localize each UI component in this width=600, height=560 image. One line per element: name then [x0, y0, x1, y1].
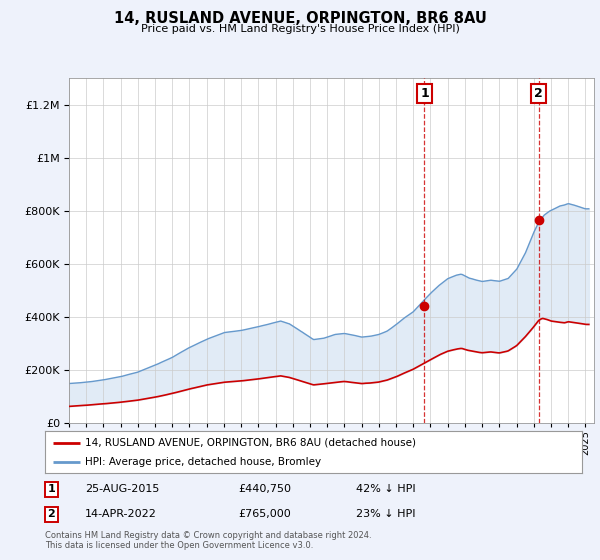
- Text: HPI: Average price, detached house, Bromley: HPI: Average price, detached house, Brom…: [85, 457, 322, 467]
- Text: £440,750: £440,750: [238, 484, 292, 494]
- Text: 42% ↓ HPI: 42% ↓ HPI: [356, 484, 416, 494]
- Text: 14, RUSLAND AVENUE, ORPINGTON, BR6 8AU: 14, RUSLAND AVENUE, ORPINGTON, BR6 8AU: [113, 11, 487, 26]
- Text: £765,000: £765,000: [238, 510, 291, 520]
- Text: 2: 2: [534, 87, 543, 100]
- Text: 1: 1: [420, 87, 429, 100]
- Text: Contains HM Land Registry data © Crown copyright and database right 2024.
This d: Contains HM Land Registry data © Crown c…: [45, 531, 371, 550]
- Text: 2: 2: [47, 510, 55, 520]
- Text: 14-APR-2022: 14-APR-2022: [85, 510, 157, 520]
- Text: 14, RUSLAND AVENUE, ORPINGTON, BR6 8AU (detached house): 14, RUSLAND AVENUE, ORPINGTON, BR6 8AU (…: [85, 437, 416, 447]
- Text: 23% ↓ HPI: 23% ↓ HPI: [356, 510, 416, 520]
- Text: 25-AUG-2015: 25-AUG-2015: [85, 484, 160, 494]
- Text: 1: 1: [47, 484, 55, 494]
- Text: Price paid vs. HM Land Registry's House Price Index (HPI): Price paid vs. HM Land Registry's House …: [140, 24, 460, 34]
